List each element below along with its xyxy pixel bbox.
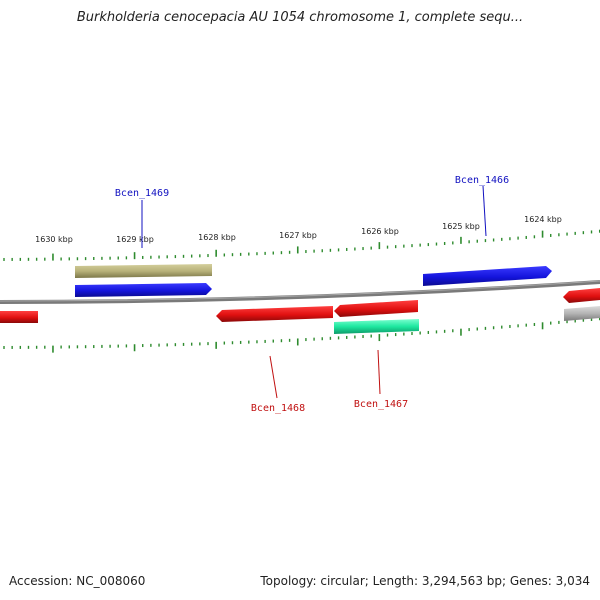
gene-feature-bcen-1466[interactable] <box>423 266 552 286</box>
gene-label-bcen-1467[interactable]: Bcen_1467 <box>354 399 408 410</box>
chromosome-backbone <box>0 280 600 304</box>
leader-line-bcen-1466 <box>482 185 487 237</box>
genome-summary: Topology: circular; Length: 3,294,563 bp… <box>260 574 590 588</box>
gene-feature-red-right-edge[interactable] <box>563 288 600 303</box>
page-title: Burkholderia cenocepacia AU 1054 chromos… <box>76 10 524 25</box>
leader-line-bcen-1467 <box>377 349 381 395</box>
scale-label: 1629 kbp <box>116 235 154 244</box>
scale-label: 1624 kbp <box>524 215 562 224</box>
accession-label: Accession: NC_008060 <box>9 574 146 588</box>
gene-label-bcen-1469[interactable]: Bcen_1469 <box>115 188 169 199</box>
leader-line-bcen-1468 <box>269 355 278 399</box>
scale-label: 1627 kbp <box>279 231 317 240</box>
gene-feature-bcen-1468[interactable] <box>216 306 333 322</box>
gene-label-bcen-1468[interactable]: Bcen_1468 <box>251 403 305 414</box>
chromosome-backbone-highlight <box>0 280 600 302</box>
lower-tick-track <box>3 317 600 353</box>
gene-feature-bcen-1467[interactable] <box>334 300 418 317</box>
scale-label: 1628 kbp <box>198 233 236 242</box>
gene-label-bcen-1466[interactable]: Bcen_1466 <box>455 175 509 186</box>
upper-tick-track <box>3 229 600 261</box>
scale-label: 1630 kbp <box>35 235 73 244</box>
gene-feature-olive[interactable] <box>75 264 212 278</box>
gene-feature-gray-right-edge[interactable] <box>564 306 600 321</box>
gene-feature-teal[interactable] <box>334 319 419 334</box>
gene-feature-red-left-edge[interactable] <box>0 311 38 323</box>
scale-label: 1626 kbp <box>361 227 399 236</box>
gene-feature-bcen-1469[interactable] <box>75 283 212 297</box>
scale-label: 1625 kbp <box>442 222 480 231</box>
